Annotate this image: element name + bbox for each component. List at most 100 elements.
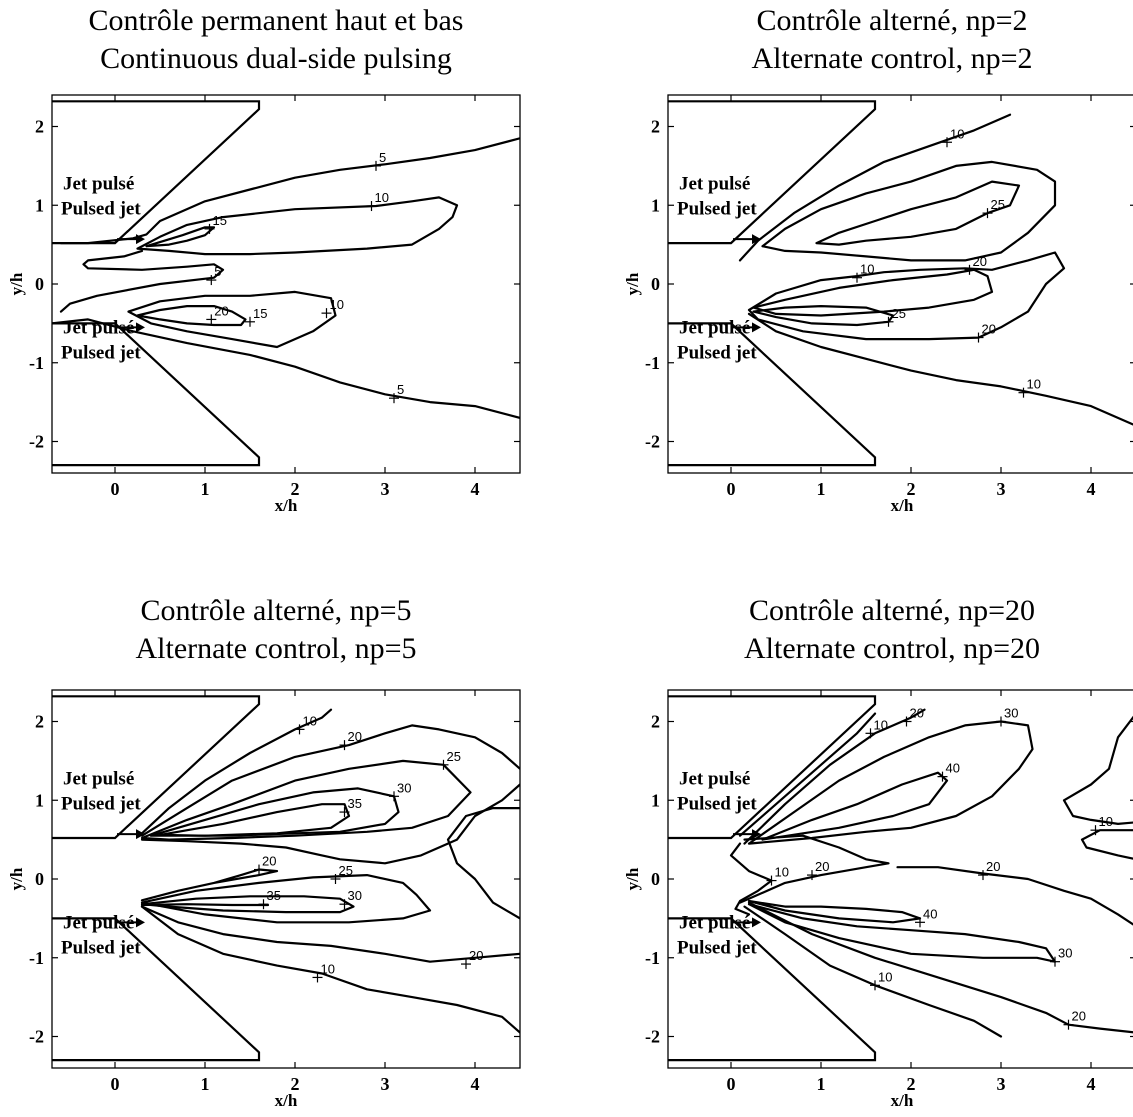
y-tick-label: 0	[651, 869, 660, 889]
pulsed-jet-annotation: Pulsed jet	[61, 938, 141, 959]
contour-line	[896, 866, 1133, 926]
y-tick-label: 1	[651, 790, 660, 810]
x-tick-label: 0	[727, 479, 736, 499]
contour-level-label: 40	[946, 761, 960, 776]
contour-level-label: 30	[1004, 706, 1018, 721]
plot-area: 10 20 30 40 10 10 20 20 40 30 10 20	[668, 695, 1133, 1062]
trailing-edge-lower	[52, 322, 261, 467]
chart-panel-2: Contrôle alterné, np=2 Alternate control,…	[623, 4, 1133, 515]
pulsed-jet-annotation: Pulsed jet	[677, 938, 757, 959]
trailing-edge-lower	[668, 322, 877, 467]
contour-line	[140, 868, 279, 902]
x-tick-label: 3	[997, 479, 1006, 499]
contour-line	[743, 905, 1003, 1038]
x-tick-label: 4	[1087, 479, 1096, 499]
y-tick-label: -2	[29, 1027, 44, 1047]
x-tick-label: 1	[817, 479, 826, 499]
contour-level-label: 10	[860, 262, 874, 277]
pulsed-jet-annotation: Jet pulsé	[63, 174, 134, 195]
y-tick-label: -1	[645, 353, 660, 373]
contour-line	[140, 874, 432, 924]
contour-level-label: 5	[379, 150, 386, 165]
chart-title-line: Alternate control, np=5	[135, 632, 416, 665]
x-tick-label: 3	[381, 479, 390, 499]
contour-level-label: 20	[910, 706, 924, 721]
contour-level-label: 10	[303, 713, 317, 728]
jet-arrow-head	[752, 917, 761, 928]
contour-level-label: 30	[348, 888, 362, 903]
x-tick-label: 1	[201, 479, 210, 499]
x-tick-label: 0	[111, 479, 120, 499]
contour-line	[140, 905, 520, 1034]
x-axis-label: x/h	[275, 496, 298, 515]
pulsed-jet-annotation: Pulsed jet	[61, 794, 141, 815]
plot-frame	[667, 689, 1133, 1069]
pulsed-jet-annotation: Pulsed jet	[677, 343, 757, 364]
contour-level-label: 15	[213, 213, 227, 228]
contour-level-label: 5	[397, 382, 404, 397]
contour-level-label: 20	[469, 948, 483, 963]
contour-line	[738, 712, 877, 837]
contour-line	[145, 226, 216, 248]
contour-line	[738, 834, 890, 904]
contour-line	[127, 290, 337, 349]
jet-arrow-head	[136, 829, 145, 840]
trailing-edge-upper	[668, 100, 877, 245]
y-axis-label: y/h	[7, 272, 26, 295]
contour-level-label: 30	[397, 780, 411, 795]
x-tick-label: 4	[471, 1074, 480, 1094]
plot-frame	[667, 94, 1133, 474]
pulsed-jet-annotation: Jet pulsé	[679, 174, 750, 195]
y-tick-label: -1	[29, 353, 44, 373]
contour-level-label: 20	[982, 322, 996, 337]
contour-level-label: 20	[815, 859, 829, 874]
contour-line	[446, 807, 520, 920]
x-tick-label: 2	[907, 1074, 916, 1094]
chart-title-line: Continuous dual-side pulsing	[100, 42, 452, 75]
plot-frame	[51, 689, 521, 1069]
contour-level-label: 20	[1072, 1009, 1086, 1024]
contour-level-label: 35	[267, 888, 281, 903]
pulsed-jet-annotation: Pulsed jet	[677, 794, 757, 815]
contour-line	[158, 803, 351, 837]
contour-level-label: 20	[986, 859, 1000, 874]
y-tick-label: 0	[35, 869, 44, 889]
chart-title-line: Contrôle permanent haut et bas	[89, 4, 464, 37]
x-tick-label: 2	[907, 479, 916, 499]
contour-line	[1062, 715, 1133, 825]
contour-level-label: 25	[991, 197, 1005, 212]
chart-panel-3: Contrôle alterné, np=5 Alternate control,…	[7, 594, 521, 1110]
contour-level-label: 30	[1058, 946, 1072, 961]
pulsed-jet-annotation: Jet pulsé	[679, 913, 750, 934]
pulsed-jet-annotation: Jet pulsé	[679, 318, 750, 339]
jet-arrow-head	[136, 234, 145, 245]
pulsed-jet-annotation: Jet pulsé	[679, 769, 750, 790]
y-tick-label: -2	[645, 1027, 660, 1047]
y-axis-label: y/h	[623, 867, 642, 890]
plot-area: 10 20 25 30 35 20 25 30 35 20 10	[52, 695, 520, 1062]
contour-line	[761, 160, 1057, 262]
plot-frame	[51, 94, 521, 474]
chart-title-line: Contrôle alterné, np=2	[756, 4, 1027, 37]
y-tick-label: -1	[645, 948, 660, 968]
contour-line	[752, 305, 895, 327]
contour-line	[140, 903, 270, 907]
pulsed-jet-annotation: Pulsed jet	[61, 199, 141, 220]
contour-level-label: 25	[892, 306, 906, 321]
contour-level-label: 5	[214, 264, 221, 279]
contour-line	[136, 305, 247, 327]
chart-panel-4: Contrôle alterné, np=20 Alternate control…	[623, 594, 1133, 1110]
jet-arrow-head	[752, 829, 761, 840]
x-tick-label: 1	[817, 1074, 826, 1094]
contour-level-label: 25	[447, 749, 461, 764]
contour-line	[747, 720, 1034, 845]
x-tick-label: 4	[1087, 1074, 1096, 1094]
contour-line	[747, 901, 1133, 1034]
trailing-edge-upper	[668, 695, 877, 840]
contour-line	[136, 196, 459, 256]
jet-arrow-head	[752, 234, 761, 245]
contour-line	[729, 842, 773, 916]
y-tick-label: 0	[651, 274, 660, 294]
contour-level-label: 10	[321, 961, 335, 976]
